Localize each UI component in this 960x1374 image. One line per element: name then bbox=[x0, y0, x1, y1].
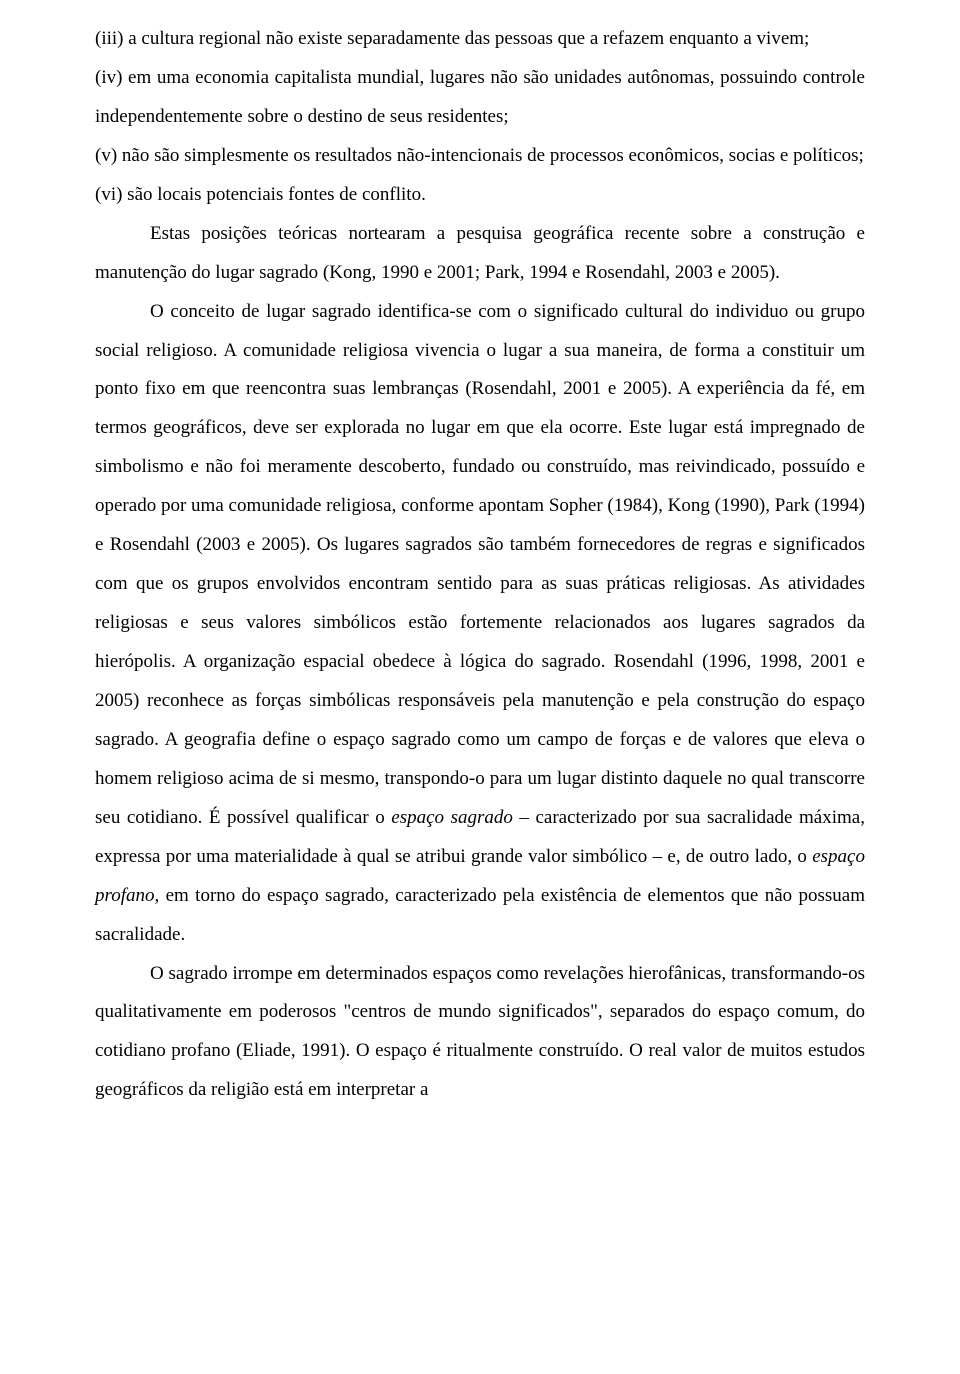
para2-text-1: O conceito de lugar sagrado identifica-s… bbox=[95, 301, 865, 828]
list-item-iv: (iv) em uma economia capitalista mundial… bbox=[95, 59, 865, 137]
document-body: (iii) a cultura regional não existe sepa… bbox=[95, 20, 865, 1110]
list-item-iii: (iii) a cultura regional não existe sepa… bbox=[95, 20, 865, 59]
list-item-vi: (vi) são locais potenciais fontes de con… bbox=[95, 176, 865, 215]
paragraph-2: O conceito de lugar sagrado identifica-s… bbox=[95, 293, 865, 955]
paragraph-1: Estas posições teóricas nortearam a pesq… bbox=[95, 215, 865, 293]
list-item-v: (v) não são simplesmente os resultados n… bbox=[95, 137, 865, 176]
para2-text-3: em torno do espaço sagrado, caracterizad… bbox=[95, 885, 865, 945]
para2-italic-1: espaço sagrado bbox=[391, 807, 513, 828]
paragraph-3: O sagrado irrompe em determinados espaço… bbox=[95, 955, 865, 1111]
